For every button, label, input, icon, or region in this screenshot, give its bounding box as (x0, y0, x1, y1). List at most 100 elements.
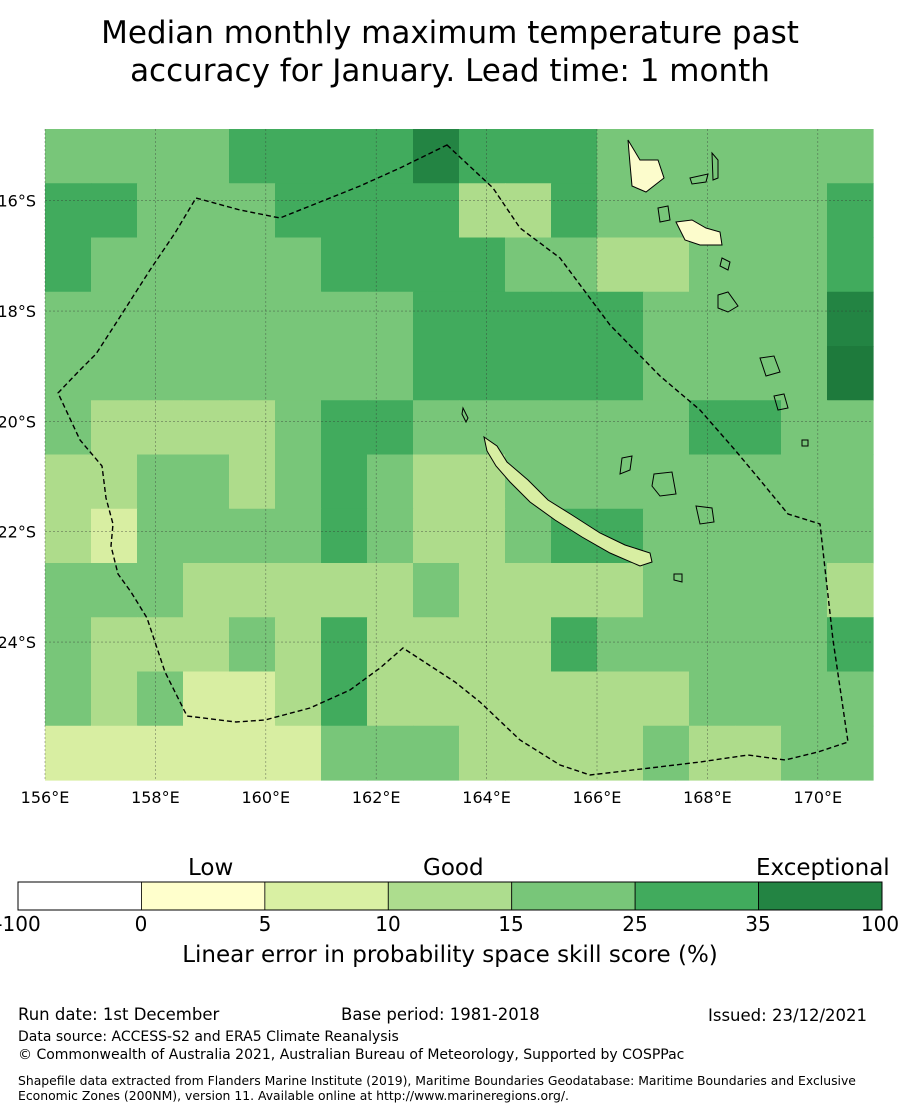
skill-cell (735, 237, 782, 293)
skill-cell (735, 617, 782, 673)
malekula-island (657, 205, 671, 223)
skill-cell (229, 183, 276, 239)
x-tick-label: 162°E (352, 788, 401, 807)
skill-cell (275, 563, 322, 618)
skill-cell (229, 617, 276, 673)
skill-cell (459, 725, 506, 781)
skill-cell (321, 617, 368, 673)
skill-cell (321, 346, 368, 401)
erromango-island (719, 257, 731, 271)
skill-cell (643, 454, 690, 510)
skill-cell (597, 291, 644, 347)
skill-cell (827, 671, 874, 727)
skill-cell (137, 291, 184, 347)
colorbar-category-good: Good (423, 855, 484, 881)
skill-cell (643, 237, 690, 293)
tanna-island (717, 291, 739, 313)
skill-cell (597, 183, 644, 239)
skill-cell (229, 671, 276, 727)
skill-cell (45, 346, 92, 401)
skill-cell (137, 617, 184, 673)
skill-cell (689, 346, 736, 401)
skill-cell (45, 617, 92, 673)
skill-cell (321, 129, 368, 184)
base-period: Base period: 1981-2018 (341, 1005, 540, 1024)
skill-cell (137, 563, 184, 618)
skill-cell (229, 237, 276, 293)
colorbar-label: Linear error in probability space skill … (182, 942, 718, 968)
skill-cell (643, 725, 690, 781)
skill-cell (275, 346, 322, 401)
skill-cell (551, 454, 598, 510)
skill-cell (459, 671, 506, 727)
y-tick-label: 24°S (0, 633, 36, 652)
skill-cell (551, 617, 598, 673)
skill-cell (137, 183, 184, 239)
colorbar (17, 881, 883, 911)
skill-cell (91, 237, 138, 293)
skill-cell (689, 563, 736, 618)
skill-cell (551, 291, 598, 347)
skill-cell (459, 129, 506, 184)
skill-cell (183, 183, 230, 239)
skill-cell (643, 346, 690, 401)
skill-cell (505, 183, 552, 239)
skill-cell (413, 508, 460, 564)
x-tick-label: 160°E (241, 788, 290, 807)
skill-cell (321, 563, 368, 618)
skill-cell (781, 291, 828, 347)
skill-cell (367, 291, 414, 347)
skill-cell (183, 400, 230, 456)
skill-cell (459, 183, 506, 239)
skill-cell (735, 400, 782, 456)
skill-cell (781, 671, 828, 727)
skill-cell (643, 617, 690, 673)
skill-cell (45, 454, 92, 510)
shapefile-credit: Shapefile data extracted from Flanders M… (18, 1073, 856, 1103)
skill-cell (183, 291, 230, 347)
loyalty-mare-island (695, 505, 715, 525)
matthew-island (773, 393, 789, 411)
skill-cell (367, 671, 414, 727)
skill-cell (735, 291, 782, 347)
skill-cell (735, 129, 782, 184)
colorbar-tick: 25 (622, 912, 648, 936)
ambae-island (689, 173, 709, 185)
colorbar-segment (17, 881, 142, 911)
skill-cell (367, 454, 414, 510)
skill-cell (505, 671, 552, 727)
skill-cell (827, 400, 874, 456)
skill-cell (321, 291, 368, 347)
skill-cell (183, 129, 230, 184)
skill-cell (597, 237, 644, 293)
skill-cell (137, 671, 184, 727)
skill-cell (183, 346, 230, 401)
skill-cell (275, 617, 322, 673)
skill-cell (735, 508, 782, 564)
skill-cell (91, 400, 138, 456)
skill-cell (505, 129, 552, 184)
skill-cell (689, 725, 736, 781)
colorbar-tick: 15 (498, 912, 524, 936)
skill-cell (275, 291, 322, 347)
skill-cell (91, 671, 138, 727)
skill-cell (413, 725, 460, 781)
skill-cell (597, 400, 644, 456)
skill-cell (91, 454, 138, 510)
skill-cell (45, 291, 92, 347)
skill-cell (137, 400, 184, 456)
skill-cell (735, 671, 782, 727)
skill-cell (505, 346, 552, 401)
title-line-1: Median monthly maximum temperature past (101, 15, 799, 51)
skill-cell (505, 508, 552, 564)
skill-cell (413, 346, 460, 401)
skill-cell (689, 617, 736, 673)
run-date: Run date: 1st December (18, 1005, 220, 1024)
x-tick-label: 164°E (462, 788, 511, 807)
skill-cell (781, 725, 828, 781)
skill-cell (413, 237, 460, 293)
skill-cell (413, 183, 460, 239)
skill-cell (413, 291, 460, 347)
skill-cell (321, 454, 368, 510)
skill-cell (827, 508, 874, 564)
